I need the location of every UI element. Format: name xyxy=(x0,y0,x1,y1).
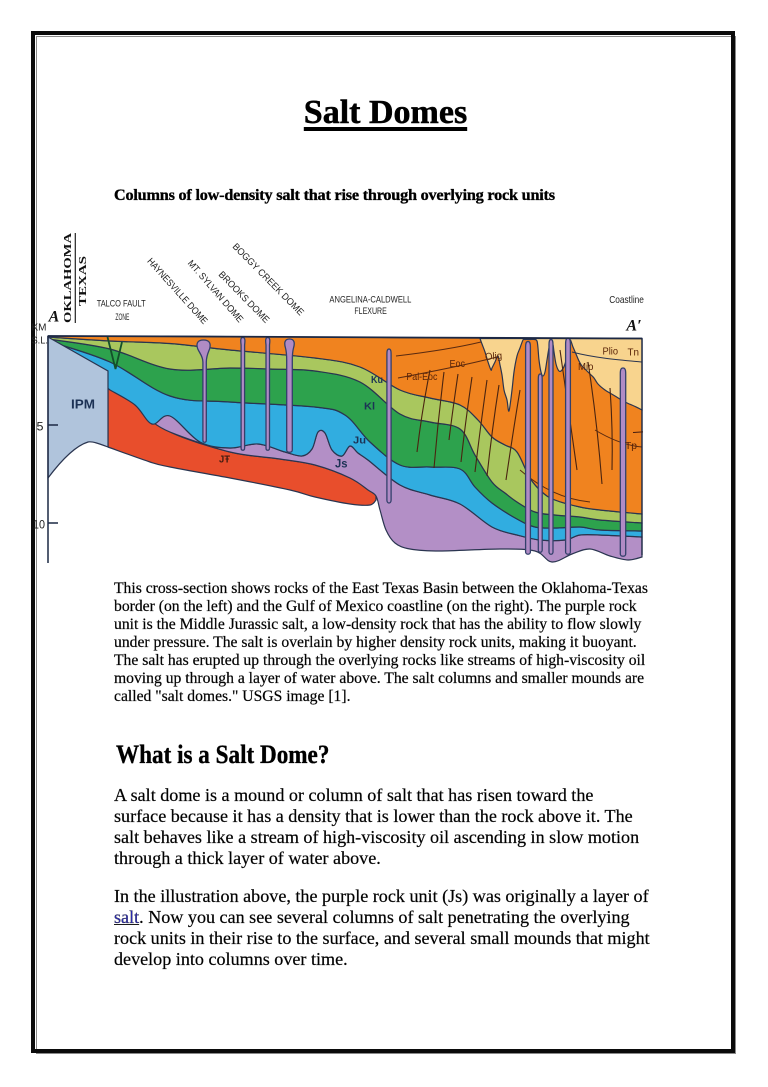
svg-text:BOGGY CREEK DOME: BOGGY CREEK DOME xyxy=(230,241,306,318)
svg-text:Plio: Plio xyxy=(603,347,619,358)
svg-text:Tn: Tn xyxy=(628,348,640,359)
svg-text:Tp: Tp xyxy=(625,441,637,452)
svg-text:Eoc: Eoc xyxy=(450,359,466,370)
svg-text:10: 10 xyxy=(33,518,45,532)
svg-text:Pal-Eoc: Pal-Eoc xyxy=(406,372,437,383)
svg-text:5: 5 xyxy=(37,420,44,434)
svg-text:OKLAHOMA: OKLAHOMA xyxy=(62,233,74,323)
svg-text:KM: KM xyxy=(32,322,47,334)
svg-text:Js: Js xyxy=(335,457,348,471)
svg-text:Ku: Ku xyxy=(371,374,383,386)
svg-text:ZONE: ZONE xyxy=(115,312,129,323)
svg-text:Coastline: Coastline xyxy=(609,294,644,306)
svg-text:Kl: Kl xyxy=(364,401,375,413)
svg-text:S.L.: S.L. xyxy=(32,335,49,347)
svg-text:TEXAS: TEXAS xyxy=(77,256,89,306)
svg-text:A′: A′ xyxy=(625,318,641,335)
svg-text:FLEXURE: FLEXURE xyxy=(354,306,386,317)
svg-text:IPM: IPM xyxy=(71,398,95,412)
svg-text:Olig: Olig xyxy=(485,351,503,363)
svg-text:ANGELINA-CALDWELL: ANGELINA-CALDWELL xyxy=(329,295,411,306)
svg-text:JŦ: JŦ xyxy=(219,454,231,466)
svg-text:Ju: Ju xyxy=(353,435,366,447)
svg-text:A: A xyxy=(48,309,60,326)
svg-text:Mio: Mio xyxy=(578,362,594,373)
svg-text:TALCO FAULT: TALCO FAULT xyxy=(97,298,146,309)
